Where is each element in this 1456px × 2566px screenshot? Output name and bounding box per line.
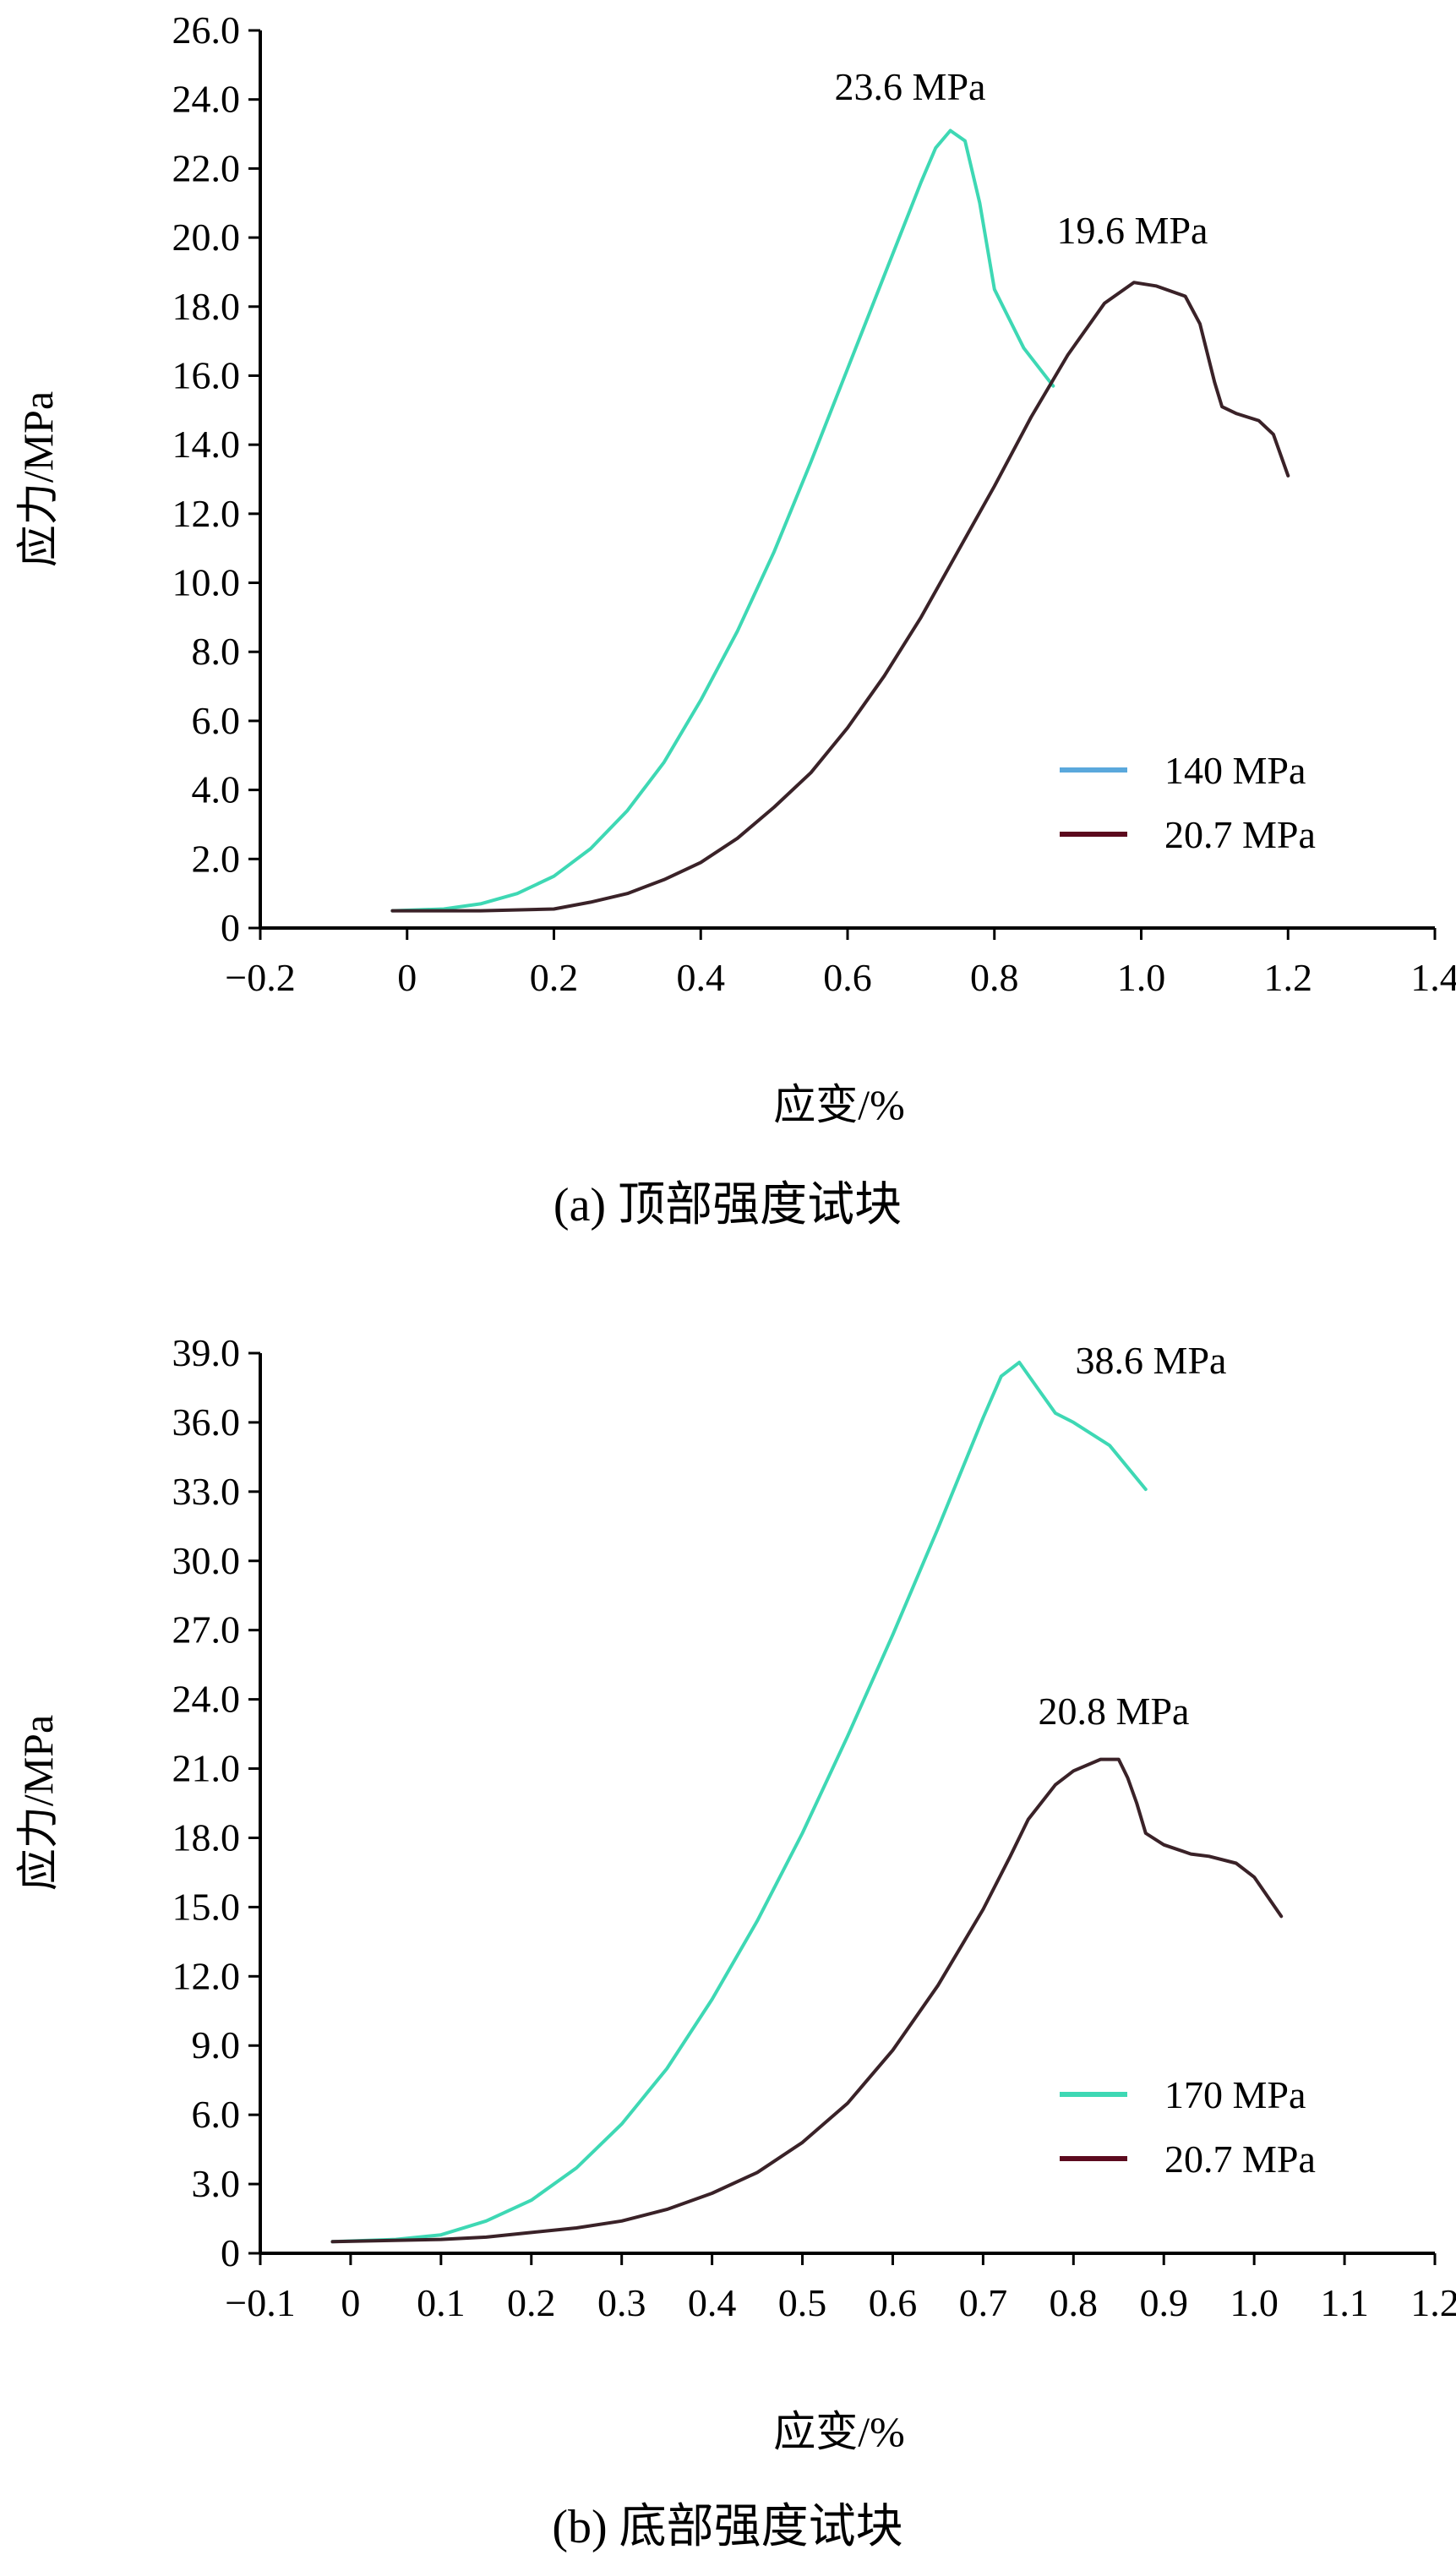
x-tick-label: 0 — [397, 956, 417, 999]
annotation-peak-2-b: 20.8 MPa — [1039, 1690, 1190, 1733]
series-line-1 — [390, 128, 1055, 913]
annotation-peak-1-b: 38.6 MPa — [1076, 1339, 1227, 1382]
chart-panel-b: −0.1 0 0.1 0.2 0.3 0.4 0.5 0.6 0.7 0.8 0.9 1.0 1.1 1.… — [14, 1331, 1456, 2553]
y-tick-label: 9.0 — [192, 2023, 241, 2066]
x-axis-label-b: 应变/% — [773, 2408, 905, 2455]
series-line-1 — [330, 1360, 1148, 2244]
x-tick-label: 0.6 — [823, 956, 872, 999]
x-tick-label: 0.8 — [970, 956, 1019, 999]
x-ticks-a: −0.2 0 0.2 0.4 0.6 0.8 1.0 1.2 1.4 — [225, 928, 1456, 999]
y-tick-label: 22.0 — [172, 146, 241, 189]
series-line-2 — [390, 281, 1290, 913]
x-tick-label: 0.9 — [1139, 2281, 1188, 2324]
x-tick-label: 0.3 — [597, 2281, 646, 2324]
y-axis-label-a: 应力/MPa — [14, 391, 62, 567]
x-tick-label: 1.0 — [1117, 956, 1166, 999]
x-tick-label: 0.1 — [417, 2281, 466, 2324]
x-tick-label: −0.2 — [225, 956, 295, 999]
y-tick-label: 0 — [221, 906, 240, 949]
x-tick-label: 0.7 — [959, 2281, 1008, 2324]
x-axis-label-a: 应变/% — [773, 1081, 905, 1128]
y-tick-label: 0 — [221, 2231, 240, 2274]
legend-label-b-1: 170 MPa — [1164, 2073, 1306, 2116]
x-tick-label: 0.6 — [869, 2281, 918, 2324]
y-tick-label: 24.0 — [172, 78, 241, 121]
y-tick-label: 15.0 — [172, 1885, 241, 1928]
x-tick-label: 0.4 — [677, 956, 726, 999]
legend-b: 170 MPa 20.7 MPa — [1060, 2073, 1316, 2181]
series-layer-b — [330, 1360, 1284, 2244]
annotation-peak-1-a: 23.6 MPa — [835, 65, 986, 108]
y-tick-label: 26.0 — [172, 8, 241, 52]
y-tick-label: 8.0 — [192, 630, 241, 673]
x-tick-label: 1.1 — [1320, 2281, 1369, 2324]
x-tick-label: 0.8 — [1050, 2281, 1099, 2324]
y-tick-label: 10.0 — [172, 561, 241, 604]
y-tick-label: 16.0 — [172, 353, 241, 396]
legend-a: 140 MPa 20.7 MPa — [1060, 749, 1316, 856]
panel-caption-a: (a) 顶部强度试块 — [553, 1179, 902, 1231]
y-tick-label: 33.0 — [172, 1470, 241, 1513]
panel-caption-b: (b) 底部强度试块 — [552, 2501, 903, 2553]
y-tick-label: 24.0 — [172, 1678, 241, 1721]
x-tick-label: 0.5 — [778, 2281, 827, 2324]
y-tick-label: 14.0 — [172, 423, 241, 466]
legend-label-a-1: 140 MPa — [1164, 749, 1306, 792]
x-tick-label: 1.0 — [1230, 2281, 1279, 2324]
x-tick-label: 0 — [341, 2281, 360, 2324]
annotation-peak-2-a: 19.6 MPa — [1057, 209, 1208, 252]
legend-label-b-2: 20.7 MPa — [1164, 2137, 1316, 2181]
y-tick-label: 6.0 — [192, 2093, 241, 2136]
y-ticks-a: 0 2.0 4.0 6.0 8.0 10.0 12.0 14.0 16.0 18.0 20.0 22.… — [172, 8, 260, 949]
x-ticks-b: −0.1 0 0.1 0.2 0.3 0.4 0.5 0.6 0.7 0.8 0.9 1.0 1.1 1.… — [225, 2253, 1456, 2324]
series-line-2 — [330, 1757, 1284, 2244]
y-axis-label-b: 应力/MPa — [14, 1715, 62, 1891]
x-tick-label: 1.2 — [1410, 2281, 1456, 2324]
x-tick-label: 1.4 — [1410, 956, 1456, 999]
y-tick-label: 4.0 — [192, 768, 241, 811]
y-tick-label: 30.0 — [172, 1539, 241, 1582]
y-tick-label: 12.0 — [172, 1954, 241, 1997]
legend-label-a-2: 20.7 MPa — [1164, 813, 1316, 856]
y-ticks-b: 0 3.0 6.0 9.0 12.0 15.0 18.0 21.0 24.0 27.0 30.0 33… — [172, 1331, 260, 2274]
x-tick-label: 1.2 — [1264, 956, 1313, 999]
y-tick-label: 21.0 — [172, 1747, 241, 1790]
x-tick-label: −0.1 — [225, 2281, 295, 2324]
y-tick-label: 20.0 — [172, 216, 241, 259]
y-tick-label: 36.0 — [172, 1400, 241, 1444]
y-tick-label: 12.0 — [172, 492, 241, 535]
chart-panel-a: −0.2 0 0.2 0.4 0.6 0.8 1.0 1.2 1.4 0 2.0 4.0 6.0 8.0… — [14, 8, 1456, 1231]
y-tick-label: 18.0 — [172, 1815, 241, 1859]
y-tick-label: 39.0 — [172, 1331, 241, 1374]
y-tick-label: 6.0 — [192, 699, 241, 742]
x-tick-label: 0.2 — [507, 2281, 556, 2324]
x-tick-label: 0.2 — [530, 956, 579, 999]
y-tick-label: 27.0 — [172, 1608, 241, 1652]
x-tick-label: 0.4 — [688, 2281, 737, 2324]
y-tick-label: 2.0 — [192, 837, 241, 880]
y-tick-label: 3.0 — [192, 2162, 241, 2205]
series-layer-a — [390, 128, 1290, 913]
y-tick-label: 18.0 — [172, 285, 241, 328]
